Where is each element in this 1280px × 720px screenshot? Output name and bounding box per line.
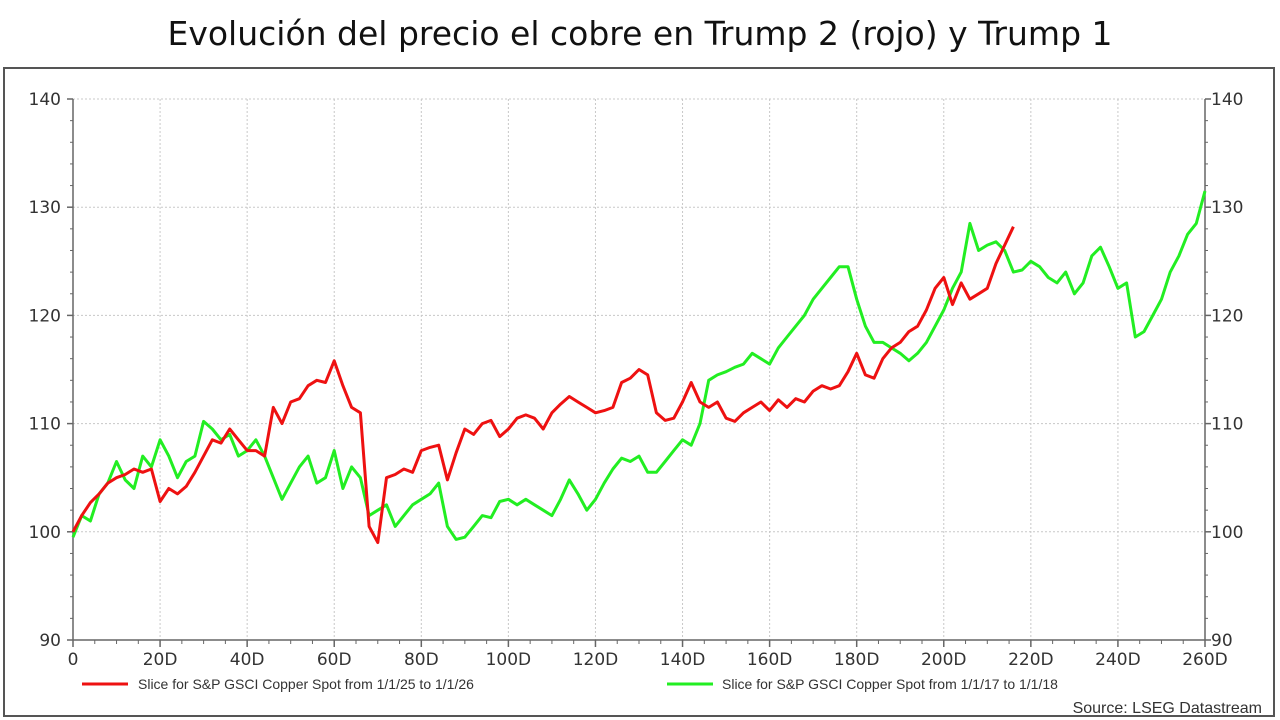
x-tick-label: 240D [1095,650,1141,670]
x-tick-label: 220D [1008,650,1054,670]
y-tick-label-right: 130 [1211,198,1243,218]
axes: 90 90 100 100 110 110 120 120 130 130 140 140 0 20D 40… [29,90,1244,670]
y-tick-label-left: 120 [29,306,61,326]
y-tick-label-right: 120 [1211,306,1243,326]
x-tick-label: 40D [230,650,265,670]
x-tick-label: 120D [573,650,619,670]
y-tick-label-left: 140 [29,90,61,110]
y-tick-label-left: 110 [29,415,61,435]
y-tick-label-right: 110 [1211,415,1243,435]
y-tick-label-right: 140 [1211,90,1243,110]
y-tick-label-left: 130 [29,198,61,218]
y-tick-label-right: 100 [1211,523,1243,543]
x-tick-label: 100D [486,650,532,670]
x-tick-label: 20D [143,650,178,670]
legend-label-1: Slice for S&P GSCI Copper Spot from 1/1/… [722,676,1058,692]
chart-frame [3,67,1275,717]
series-line-trump1 [71,190,1207,541]
x-tick-label: 140D [660,650,706,670]
x-tick-label: 0 [68,650,79,670]
x-tick-label: 160D [747,650,793,670]
series-lines [71,190,1207,545]
legend: Slice for S&P GSCI Copper Spot from 1/1/… [82,676,1058,692]
y-tick-label-right: 90 [1211,631,1233,651]
x-tick-label: 180D [834,650,880,670]
series-line-trump2 [71,226,1015,545]
x-tick-label: 60D [317,650,352,670]
x-tick-label: 80D [404,650,439,670]
x-tick-label: 260D [1182,650,1228,670]
y-tick-label-left: 100 [29,523,61,543]
legend-label-0: Slice for S&P GSCI Copper Spot from 1/1/… [138,676,474,692]
x-tick-label: 200D [921,650,967,670]
y-tick-label-left: 90 [39,631,61,651]
source-note: Source: LSEG Datastream [1073,700,1262,717]
chart-title: Evolución del precio el cobre en Trump 2… [167,14,1113,53]
